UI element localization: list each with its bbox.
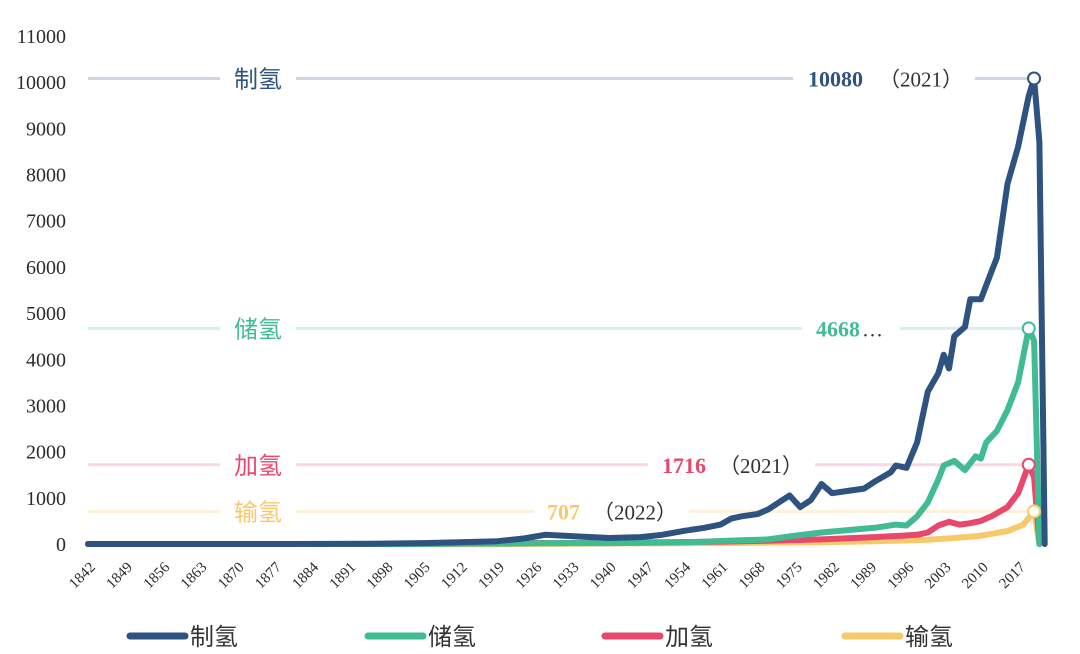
series-inline-label: 输氢 [234,498,282,526]
peak-value-label: 1716 [662,453,706,478]
annotations: 10080 （2021） 4668 … 1716 （2021） 707 （2022） [534,62,1042,528]
y-tick-label: 5000 [26,303,66,325]
y-tick-label: 11000 [17,26,66,48]
x-tick-label: 1870 [215,560,248,593]
annotation-bg [534,495,689,528]
peak-year-label: （2021） [879,67,963,91]
x-tick-label: 1968 [736,560,769,593]
y-tick-label: 9000 [26,118,66,140]
x-tick-label: 1856 [141,559,174,592]
x-tick-label: 1989 [848,560,881,593]
peak-value-label: 10080 [808,66,863,91]
x-tick-label: 1912 [438,560,471,593]
x-tick-label: 1982 [810,560,843,593]
annotation-bg [802,312,900,345]
x-tick-label: 1863 [178,560,211,593]
x-tick-label: 1926 [513,559,546,592]
x-tick-label: 1947 [624,559,657,592]
x-tick-label: 2010 [959,560,992,593]
y-tick-label: 8000 [26,165,66,187]
y-tick-label: 4000 [26,349,66,371]
series-line [85,75,1048,547]
legend-label: 储氢 [428,623,476,651]
legend-label: 制氢 [190,623,238,651]
x-tick-label: 1877 [252,559,285,592]
x-tick-label: 1898 [364,560,397,593]
y-tick-label: 3000 [26,395,66,417]
series-inline-label: 加氢 [234,452,282,480]
ellipsis-mark: … [862,317,883,341]
x-tick-label: 1849 [104,560,137,593]
series-inline-label: 制氢 [234,65,282,93]
x-tick-label: 1919 [476,560,509,593]
x-tick-label: 1842 [66,560,99,593]
series-lines [85,75,1048,547]
series-inline-label: 储氢 [234,315,282,343]
peak-marker [1021,321,1036,336]
x-tick-label: 1954 [662,559,695,592]
x-tick-label: 1961 [699,560,732,593]
peak-marker [1027,71,1042,86]
x-tick-label: 2017 [996,559,1029,592]
x-tick-label: 1940 [587,560,620,593]
x-tick-label: 1905 [401,560,434,593]
x-tick-label: 1996 [885,559,918,592]
peak-value-label: 707 [547,499,580,524]
x-tick-label: 2003 [922,560,955,593]
y-axis: 0 1000 2000 3000 4000 5000 6000 7000 8000 9000 100… [16,26,66,556]
peak-year-label: （2021） [719,454,803,478]
annotation-bg [648,448,815,481]
peak-marker [1027,504,1042,519]
y-tick-label: 2000 [26,442,66,464]
x-tick-label: 1884 [290,559,323,592]
y-tick-label: 1000 [26,488,66,510]
x-tick-label: 1975 [773,560,806,593]
x-tick-label: 1933 [550,560,583,593]
legend-label: 输氢 [905,623,953,651]
x-axis: 1842 1849 1856 1863 1870 1877 1884 1891 1898 1905… [66,559,1029,592]
x-tick-label: 1891 [327,560,360,593]
annotation-bg [793,62,975,95]
y-tick-label: 7000 [26,211,66,233]
peak-marker [1021,457,1036,472]
series-line [85,325,1043,547]
legend: 制氢 储氢 加氢 输氢 [126,623,953,651]
peak-year-label: （2022） [593,500,677,524]
peak-value-label: 4668 [816,316,860,341]
legend-label: 加氢 [665,623,713,651]
y-tick-label: 0 [56,534,66,556]
y-tick-label: 10000 [16,72,66,94]
y-tick-label: 6000 [26,257,66,279]
